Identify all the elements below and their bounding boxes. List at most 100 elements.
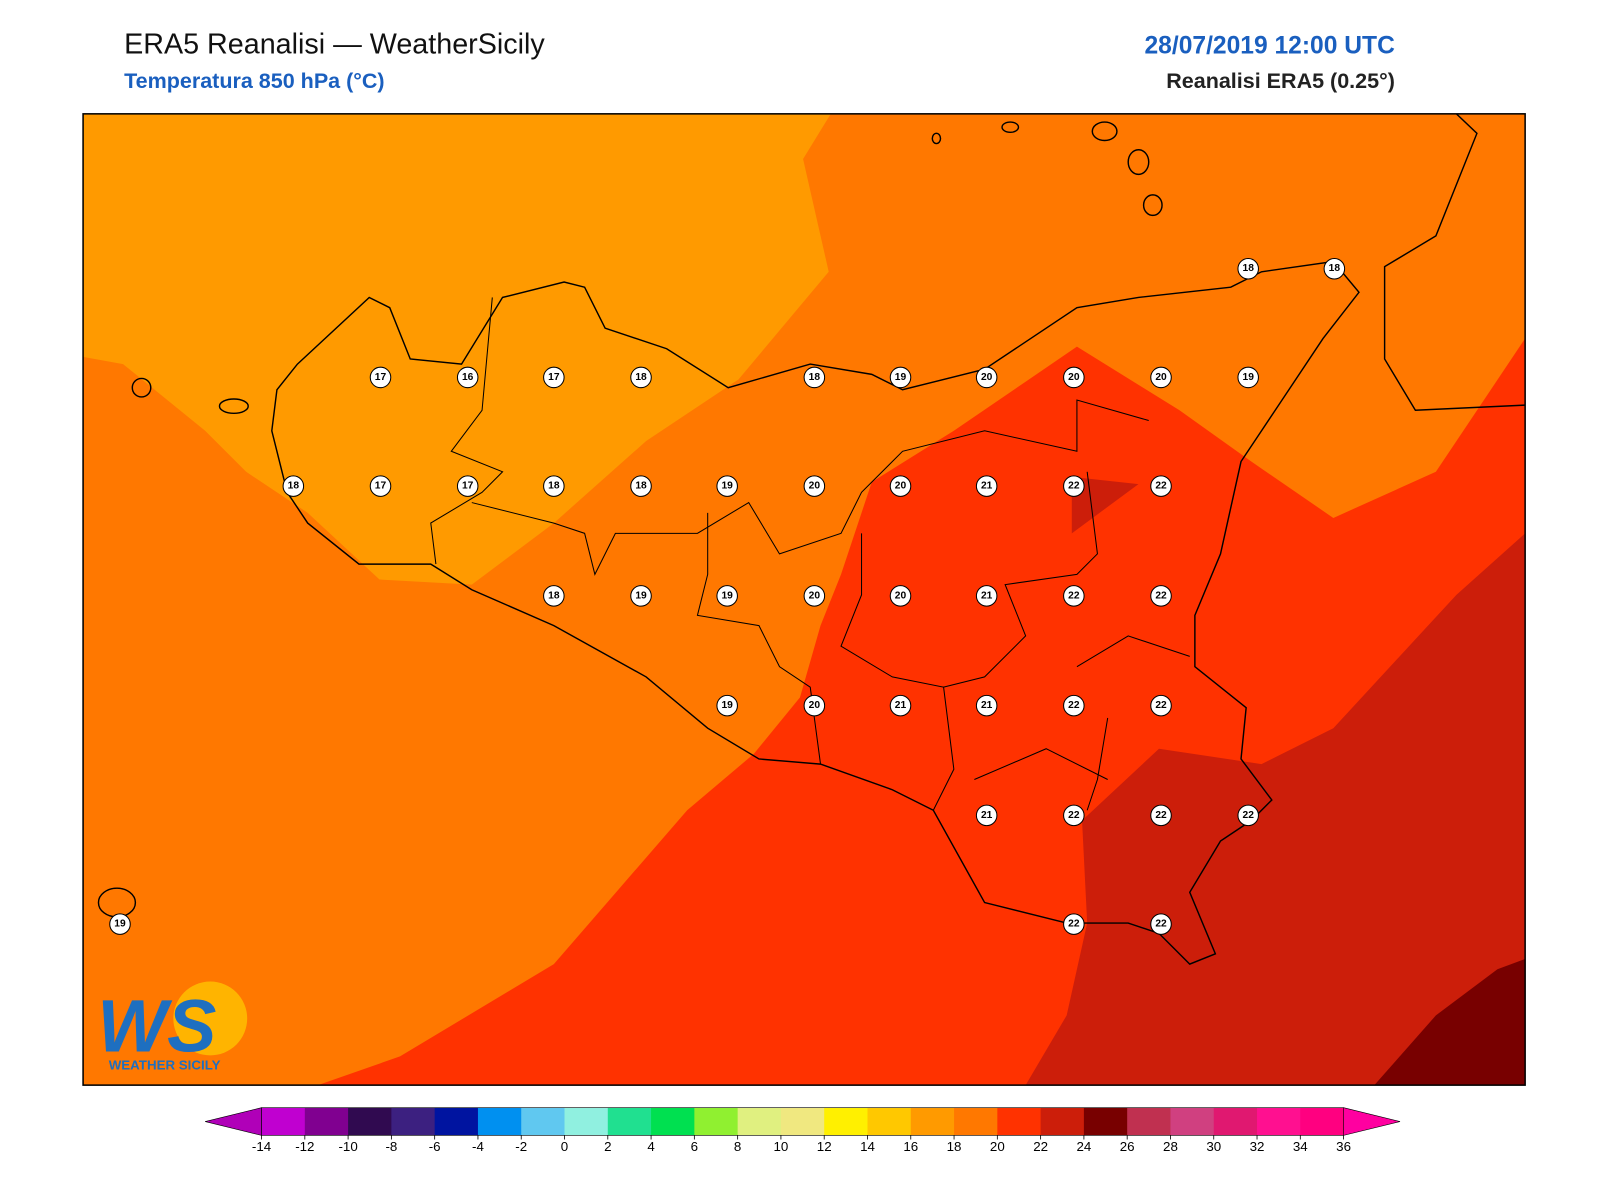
- station: 18: [803, 366, 826, 389]
- station-value: 19: [114, 919, 126, 930]
- colorbar-tick-label: 18: [947, 1139, 962, 1154]
- station-value: 17: [548, 372, 560, 383]
- station-marker: [889, 366, 912, 389]
- station-marker: [889, 694, 912, 717]
- colorbar-tick-label: 8: [734, 1139, 741, 1154]
- station-value: 20: [809, 590, 821, 601]
- colorbar-tick-label: 24: [1076, 1139, 1091, 1154]
- station: 22: [1150, 585, 1172, 607]
- station-value: 20: [809, 700, 821, 711]
- station-value: 18: [809, 372, 821, 383]
- station-marker: [803, 366, 826, 389]
- station: 22: [1150, 694, 1172, 717]
- station-marker: [282, 475, 305, 497]
- station-marker: [543, 585, 565, 607]
- station: 20: [1063, 366, 1085, 389]
- province-borders: [430, 297, 1190, 811]
- colorbar-box: [607, 1107, 652, 1136]
- station: 18: [1237, 257, 1259, 280]
- colorbar-tick-label: 28: [1163, 1139, 1178, 1154]
- station: 17: [369, 366, 392, 389]
- station: 22: [1063, 694, 1085, 717]
- station-marker: [1150, 694, 1172, 717]
- colorbar-tick-label: 10: [774, 1139, 789, 1154]
- station-value: 22: [1155, 590, 1167, 601]
- station-marker: [1063, 694, 1085, 717]
- station: 16: [456, 366, 479, 389]
- island: [1127, 149, 1150, 176]
- station-marker: [716, 585, 738, 607]
- station: 19: [630, 585, 652, 607]
- station: 20: [1150, 366, 1172, 389]
- station-marker: [1063, 585, 1085, 607]
- station-value: 18: [635, 481, 647, 492]
- colorbar-box: [348, 1107, 392, 1136]
- station-value: 21: [981, 700, 993, 711]
- station-value: 22: [1243, 810, 1255, 821]
- station-value: 19: [1243, 372, 1255, 383]
- colorbar-tick-label: -12: [295, 1139, 314, 1154]
- station-value: 17: [375, 481, 387, 492]
- station: 21: [975, 585, 998, 607]
- station-marker: [1063, 366, 1085, 389]
- station-value: 19: [721, 481, 733, 492]
- map-frame: [82, 113, 1526, 1086]
- island: [1142, 194, 1163, 217]
- station: 21: [975, 804, 998, 827]
- station-marker: [803, 694, 826, 717]
- station-marker: [1323, 257, 1346, 280]
- station-value: 20: [895, 481, 907, 492]
- station-marker: [975, 585, 998, 607]
- colorbar-under: [205, 1107, 262, 1136]
- logo-mark: WS: [97, 984, 216, 1067]
- station-marker: [1237, 366, 1259, 389]
- station-value: 16: [462, 372, 474, 383]
- station: 22: [1150, 475, 1172, 497]
- station: 22: [1237, 804, 1259, 827]
- colorbar-box: [1300, 1107, 1345, 1136]
- island: [1091, 121, 1118, 142]
- colorbar-tick-label: 26: [1120, 1139, 1135, 1154]
- island: [1001, 121, 1020, 134]
- station: 22: [1063, 913, 1085, 935]
- station-marker: [109, 913, 131, 935]
- station: 20: [803, 585, 826, 607]
- colorbar-tick-label: 34: [1293, 1139, 1308, 1154]
- sicily-coast: [271, 260, 1360, 965]
- station: 18: [543, 585, 565, 607]
- colorbar-box: [391, 1107, 436, 1136]
- station-value: 22: [1155, 919, 1167, 930]
- colorbar-tick-label: -14: [252, 1139, 272, 1154]
- band-22-24: [1025, 533, 1526, 1086]
- logo: WS WEATHER SICILY: [97, 981, 248, 1073]
- station-marker: [456, 366, 479, 389]
- station-marker: [975, 804, 998, 827]
- band-16-18: [83, 113, 831, 585]
- colorbar-box: [564, 1107, 609, 1136]
- station: 22: [1063, 475, 1085, 497]
- station-marker: [1150, 585, 1172, 607]
- station-value: 17: [462, 481, 474, 492]
- colorbar-tick-label: 0: [561, 1139, 568, 1154]
- station: 22: [1150, 913, 1172, 935]
- colorbar-box: [261, 1107, 306, 1136]
- station-value: 18: [1243, 263, 1255, 274]
- station-marker: [630, 366, 652, 389]
- subtitle: Temperatura 850 hPa (°C): [124, 69, 384, 93]
- colorbar-tick-label: 16: [903, 1139, 918, 1154]
- station-value: 22: [1068, 481, 1080, 492]
- station-marker: [1150, 366, 1172, 389]
- colorbar-box: [521, 1107, 566, 1136]
- station-marker: [1150, 913, 1172, 935]
- colorbar-tick-label: 12: [817, 1139, 832, 1154]
- station-marker: [889, 585, 912, 607]
- colorbar-tick-label: -6: [429, 1139, 441, 1154]
- station: 20: [975, 366, 998, 389]
- station-value: 20: [1155, 372, 1167, 383]
- station-marker: [630, 475, 652, 497]
- station-marker: [1063, 475, 1085, 497]
- station: 18: [543, 475, 565, 497]
- station-value: 18: [288, 481, 300, 492]
- logo-sun: [173, 981, 248, 1056]
- station-marker: [975, 475, 998, 497]
